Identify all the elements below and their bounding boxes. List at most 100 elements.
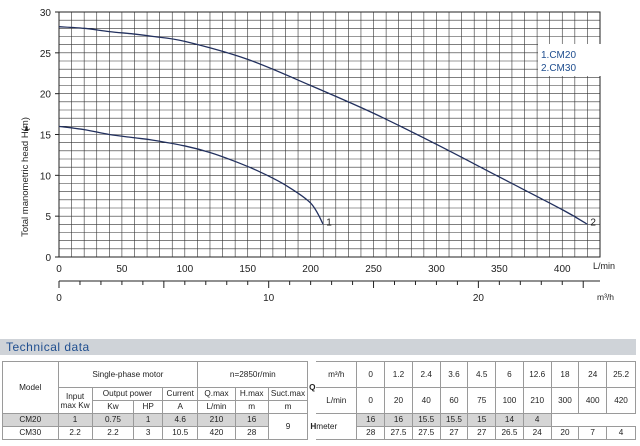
head-cell: 27.5 (384, 426, 413, 440)
flow-lmin-cell: 100 (495, 387, 524, 414)
flow-lmin-cell: 60 (439, 387, 469, 414)
flow-m3h-cell: 24 (578, 361, 608, 388)
y-tick-label: 0 (45, 253, 51, 264)
head-cell: 20 (550, 426, 580, 440)
head-cell: 26.5 (495, 426, 524, 440)
secondary-x-tick-label: 10 (263, 293, 275, 304)
head-cell: 7 (578, 426, 608, 440)
head-cell: 15.5 (411, 413, 441, 427)
unit-lmin-label: L/min (316, 387, 358, 414)
model-header: Model (2, 361, 59, 414)
x-tick-label: 0 (56, 264, 62, 275)
model-cell: CM30 (2, 426, 59, 440)
head-cell (551, 414, 579, 427)
head-cell: 4 (606, 426, 636, 440)
kw-cell: 2.2 (91, 426, 135, 440)
flow-lmin-cell: 0 (356, 387, 386, 414)
suct-header: Suct.max (267, 387, 309, 401)
flow-lmin-cell: 20 (384, 387, 413, 414)
unit-lmin: L/min (197, 400, 236, 414)
y-tick-label: 10 (40, 171, 52, 182)
unit-a: A (162, 400, 199, 414)
unit-m-hmax: m (234, 400, 269, 414)
flow-lmin-cell: 40 (411, 387, 441, 414)
flow-m3h-cell: 1.2 (384, 361, 413, 388)
h-meter-label: meter (316, 413, 358, 440)
y-tick-label: 15 (40, 131, 52, 142)
hmax-cell: 28 (234, 426, 269, 440)
input-cell: 2.2 (57, 426, 93, 440)
suct-cell: 9 (267, 413, 309, 440)
flow-lmin-cell: 420 (606, 387, 636, 414)
input-cell: 1 (57, 413, 93, 427)
head-cell: 27 (467, 426, 497, 440)
y-tick-label: 5 (45, 212, 51, 223)
pump-curve-2 (58, 26, 588, 225)
flow-m3h-cell: 25.2 (606, 361, 636, 388)
head-cell: 14 (495, 413, 524, 427)
h-label: H (310, 421, 317, 431)
current-cell: 10.5 (162, 426, 199, 440)
head-cell (607, 414, 636, 427)
x-tick-label: 100 (176, 264, 193, 275)
secondary-x-axis-label: m³/h (597, 292, 614, 302)
y-tick-label: 25 (40, 49, 52, 60)
output-header: Output power (91, 387, 164, 401)
speed-header: n=2850r/min (197, 361, 309, 388)
flow-m3h-cell: 2.4 (411, 361, 441, 388)
model-cell: CM20 (2, 413, 59, 427)
flow-m3h-cell: 6 (495, 361, 524, 388)
hmax-header: H.max (234, 387, 269, 401)
flow-m3h-cell: 4.5 (467, 361, 497, 388)
secondary-x-tick-label: 20 (473, 293, 485, 304)
legend-background (538, 44, 608, 76)
head-cell: 27.5 (411, 426, 441, 440)
hp-cell: 3 (133, 426, 164, 440)
x-tick-label: 350 (491, 264, 508, 275)
flow-lmin-cell: 210 (522, 387, 552, 414)
flow-lmin-cell: 400 (578, 387, 608, 414)
x-tick-label: 200 (302, 264, 319, 275)
curve-label-1: 1 (326, 217, 332, 228)
x-axis-label: L/min (593, 261, 615, 271)
qmax-cell: 420 (197, 426, 236, 440)
kw-cell: 0.75 (91, 413, 135, 427)
y-tick-label: 30 (40, 8, 52, 19)
y-axis-label: Total manometric head H(m) (20, 117, 31, 237)
flow-lmin-cell: 300 (550, 387, 580, 414)
flow-m3h-cell: 0 (356, 361, 386, 388)
head-cell: 15 (467, 413, 497, 427)
head-cell: 28 (356, 426, 386, 440)
q-label: Q (309, 382, 316, 392)
x-tick-label: 50 (116, 264, 128, 275)
y-tick-label: 20 (40, 90, 52, 101)
unit-m3h-label: m³/h (316, 361, 358, 388)
x-tick-label: 150 (239, 264, 256, 275)
head-cell: 16 (356, 413, 386, 427)
unit-kw: Kw (91, 400, 135, 414)
y-axis-label-arrow-icon (24, 125, 29, 131)
head-cell (579, 414, 607, 427)
chart-legend: 1.CM20 2.CM30 (538, 44, 608, 76)
flow-lmin-cell: 75 (467, 387, 497, 414)
head-cell: 24 (522, 426, 552, 440)
input-header: Input max Kw (57, 387, 93, 414)
head-cell: 27 (439, 426, 469, 440)
technical-data-header: Technical data (0, 339, 636, 355)
section-title: Technical data (6, 340, 90, 354)
flow-m3h-cell: 12.6 (522, 361, 552, 388)
current-header: Current (162, 387, 199, 401)
flow-m3h-cell: 3.6 (439, 361, 469, 388)
current-cell: 4.6 (162, 413, 199, 427)
technical-data-table: Model Single-phase motor n=2850r/min Q m… (2, 361, 636, 440)
head-cell: 4 (522, 413, 552, 427)
x-tick-label: 300 (428, 264, 445, 275)
hp-cell: 1 (133, 413, 164, 427)
legend-entry-cm20: 1.CM20 (541, 50, 576, 61)
unit-hp: HP (133, 400, 164, 414)
flow-m3h-cell: 18 (550, 361, 580, 388)
qmax-header: Q.max (197, 387, 236, 401)
